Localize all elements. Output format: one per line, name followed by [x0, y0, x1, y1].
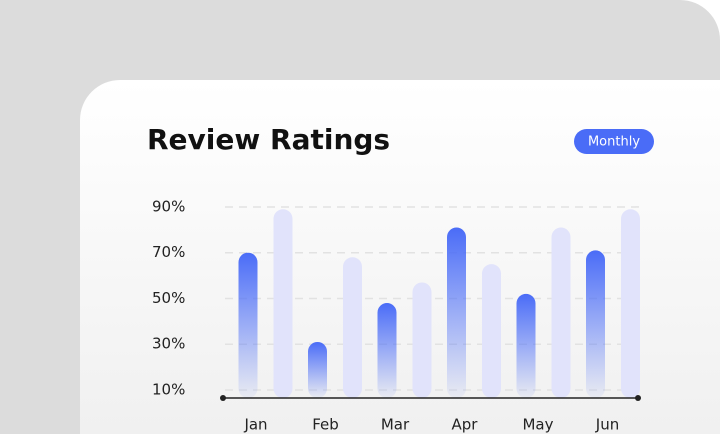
bar	[482, 264, 501, 398]
x-tick-label: Jan	[243, 416, 267, 434]
x-tick-label: Jun	[595, 416, 619, 434]
monthly-button-label[interactable]: Monthly	[588, 135, 640, 150]
bar	[447, 227, 466, 398]
x-tick-label: Feb	[312, 416, 339, 434]
bar	[551, 227, 571, 398]
bar	[273, 209, 293, 398]
y-tick-label: 90%	[152, 197, 185, 215]
axis-dot	[220, 395, 226, 401]
bar	[586, 250, 605, 398]
bar	[238, 252, 258, 398]
bar	[412, 282, 432, 398]
monthly-button[interactable]	[574, 129, 654, 154]
bar	[621, 209, 640, 398]
x-tick-label: May	[522, 416, 553, 434]
bar	[516, 293, 536, 398]
y-tick-label: 10%	[152, 380, 185, 398]
chart-title: Review Ratings	[147, 123, 390, 156]
x-tick-label: Apr	[452, 416, 479, 434]
x-tick-label: Mar	[381, 416, 410, 434]
y-tick-label: 50%	[152, 289, 185, 307]
y-tick-label: 30%	[152, 335, 185, 353]
y-tick-label: 70%	[152, 243, 185, 261]
bar	[343, 257, 362, 398]
axis-dot	[635, 395, 641, 401]
bar	[308, 341, 327, 398]
bar	[377, 303, 397, 398]
